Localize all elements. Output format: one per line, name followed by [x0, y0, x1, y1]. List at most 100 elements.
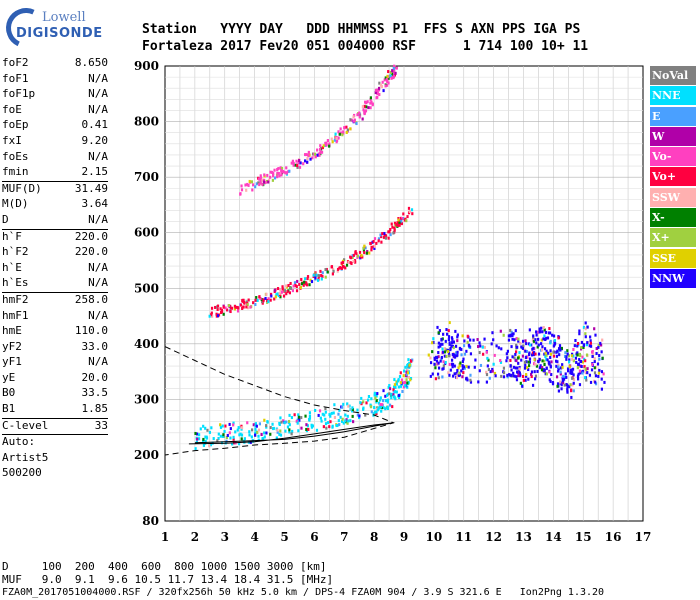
echo-point	[337, 412, 340, 416]
echo-point	[347, 260, 350, 264]
x-tick-label: 1	[161, 530, 169, 544]
density-profile	[164, 346, 396, 456]
echo-point	[393, 226, 396, 230]
echo-point	[455, 351, 458, 355]
echo-point	[588, 344, 591, 348]
echo-point	[240, 437, 243, 441]
echo-point	[266, 420, 269, 424]
echo-point	[441, 375, 444, 379]
echo-point	[519, 381, 522, 385]
echo-point	[208, 430, 212, 434]
echo-point	[374, 88, 378, 92]
echo-point	[549, 339, 552, 343]
echo-point	[267, 180, 270, 184]
echo-point	[460, 347, 463, 351]
echo-point	[249, 305, 252, 309]
echo-point	[485, 370, 488, 374]
x-tick-label: 7	[340, 530, 348, 544]
echo-point	[389, 74, 392, 78]
echo-point	[381, 80, 384, 84]
echo-point	[212, 437, 215, 441]
param-label: 500200	[2, 466, 42, 480]
echo-point	[248, 179, 251, 183]
echo-point	[282, 419, 285, 423]
echo-point	[570, 368, 573, 372]
echo-point	[487, 368, 491, 372]
echo-point	[339, 415, 342, 419]
echo-point	[304, 153, 307, 157]
echo-point	[296, 421, 299, 425]
param-value: N/A	[88, 355, 108, 369]
echo-point	[534, 338, 537, 342]
echo-point	[509, 328, 512, 332]
echo-point	[440, 337, 443, 341]
echo-point	[525, 360, 528, 364]
echo-point	[351, 255, 354, 259]
echo-point	[263, 178, 266, 182]
echo-point	[601, 338, 604, 342]
x-tick-label: 17	[635, 530, 652, 544]
echo-point	[580, 345, 583, 349]
echo-point	[398, 221, 401, 225]
echo-point	[479, 344, 482, 348]
echo-point	[505, 359, 508, 363]
echo-point	[314, 276, 317, 280]
echo-point	[571, 383, 574, 387]
echo-point	[524, 363, 527, 367]
echo-point	[437, 331, 440, 335]
echo-point	[265, 431, 268, 435]
echo-point	[563, 354, 567, 358]
echo-point	[356, 113, 359, 117]
echo-point	[369, 405, 373, 409]
param-row: M(D) 3.64	[2, 197, 108, 213]
x-tick-label: 2	[191, 530, 199, 544]
echo-point	[388, 387, 392, 391]
echo-point	[276, 175, 279, 179]
y-tick-label: 80	[142, 514, 159, 528]
echo-point	[466, 334, 469, 338]
echo-point	[254, 185, 257, 189]
y-tick-label: 600	[134, 226, 159, 240]
param-row: foF1p N/A	[2, 87, 108, 103]
echo-point	[345, 131, 348, 135]
echo-point	[603, 380, 606, 384]
echo-point	[500, 347, 503, 351]
echo-point	[256, 430, 259, 434]
echo-point	[452, 354, 455, 358]
echo-point	[456, 335, 459, 339]
echo-point	[532, 339, 536, 343]
echo-point	[437, 345, 440, 349]
echo-point	[216, 314, 220, 318]
echo-point	[360, 396, 363, 400]
echo-point	[439, 359, 442, 363]
echo-point	[584, 370, 587, 374]
echo-point	[330, 137, 333, 141]
echo-point	[540, 326, 543, 330]
echo-point	[445, 354, 448, 358]
echo-point	[545, 357, 548, 361]
muf-row: MUF 9.0 9.1 9.6 10.5 11.7 13.4 18.4 31.5…	[2, 573, 334, 586]
echo-point	[448, 341, 451, 345]
echo-point	[436, 372, 440, 376]
param-row: D N/A	[2, 213, 108, 229]
echo-point	[456, 373, 459, 377]
echo-point	[594, 374, 598, 378]
echo-point	[388, 384, 391, 388]
echo-point	[297, 161, 300, 165]
echo-point	[386, 405, 389, 409]
echo-point	[324, 410, 327, 414]
echo-point	[427, 353, 430, 357]
echo-point	[486, 364, 489, 368]
echo-point	[246, 421, 249, 425]
echo-point	[445, 328, 448, 332]
echo-point	[321, 271, 324, 275]
echo-point	[310, 425, 314, 429]
echo-point	[261, 300, 264, 304]
echo-point	[445, 348, 448, 352]
echo-point	[460, 353, 463, 357]
echo-point	[304, 159, 307, 163]
echo-point	[566, 367, 570, 371]
echo-point	[271, 427, 275, 431]
echo-point	[596, 362, 600, 366]
echo-point	[555, 375, 559, 379]
